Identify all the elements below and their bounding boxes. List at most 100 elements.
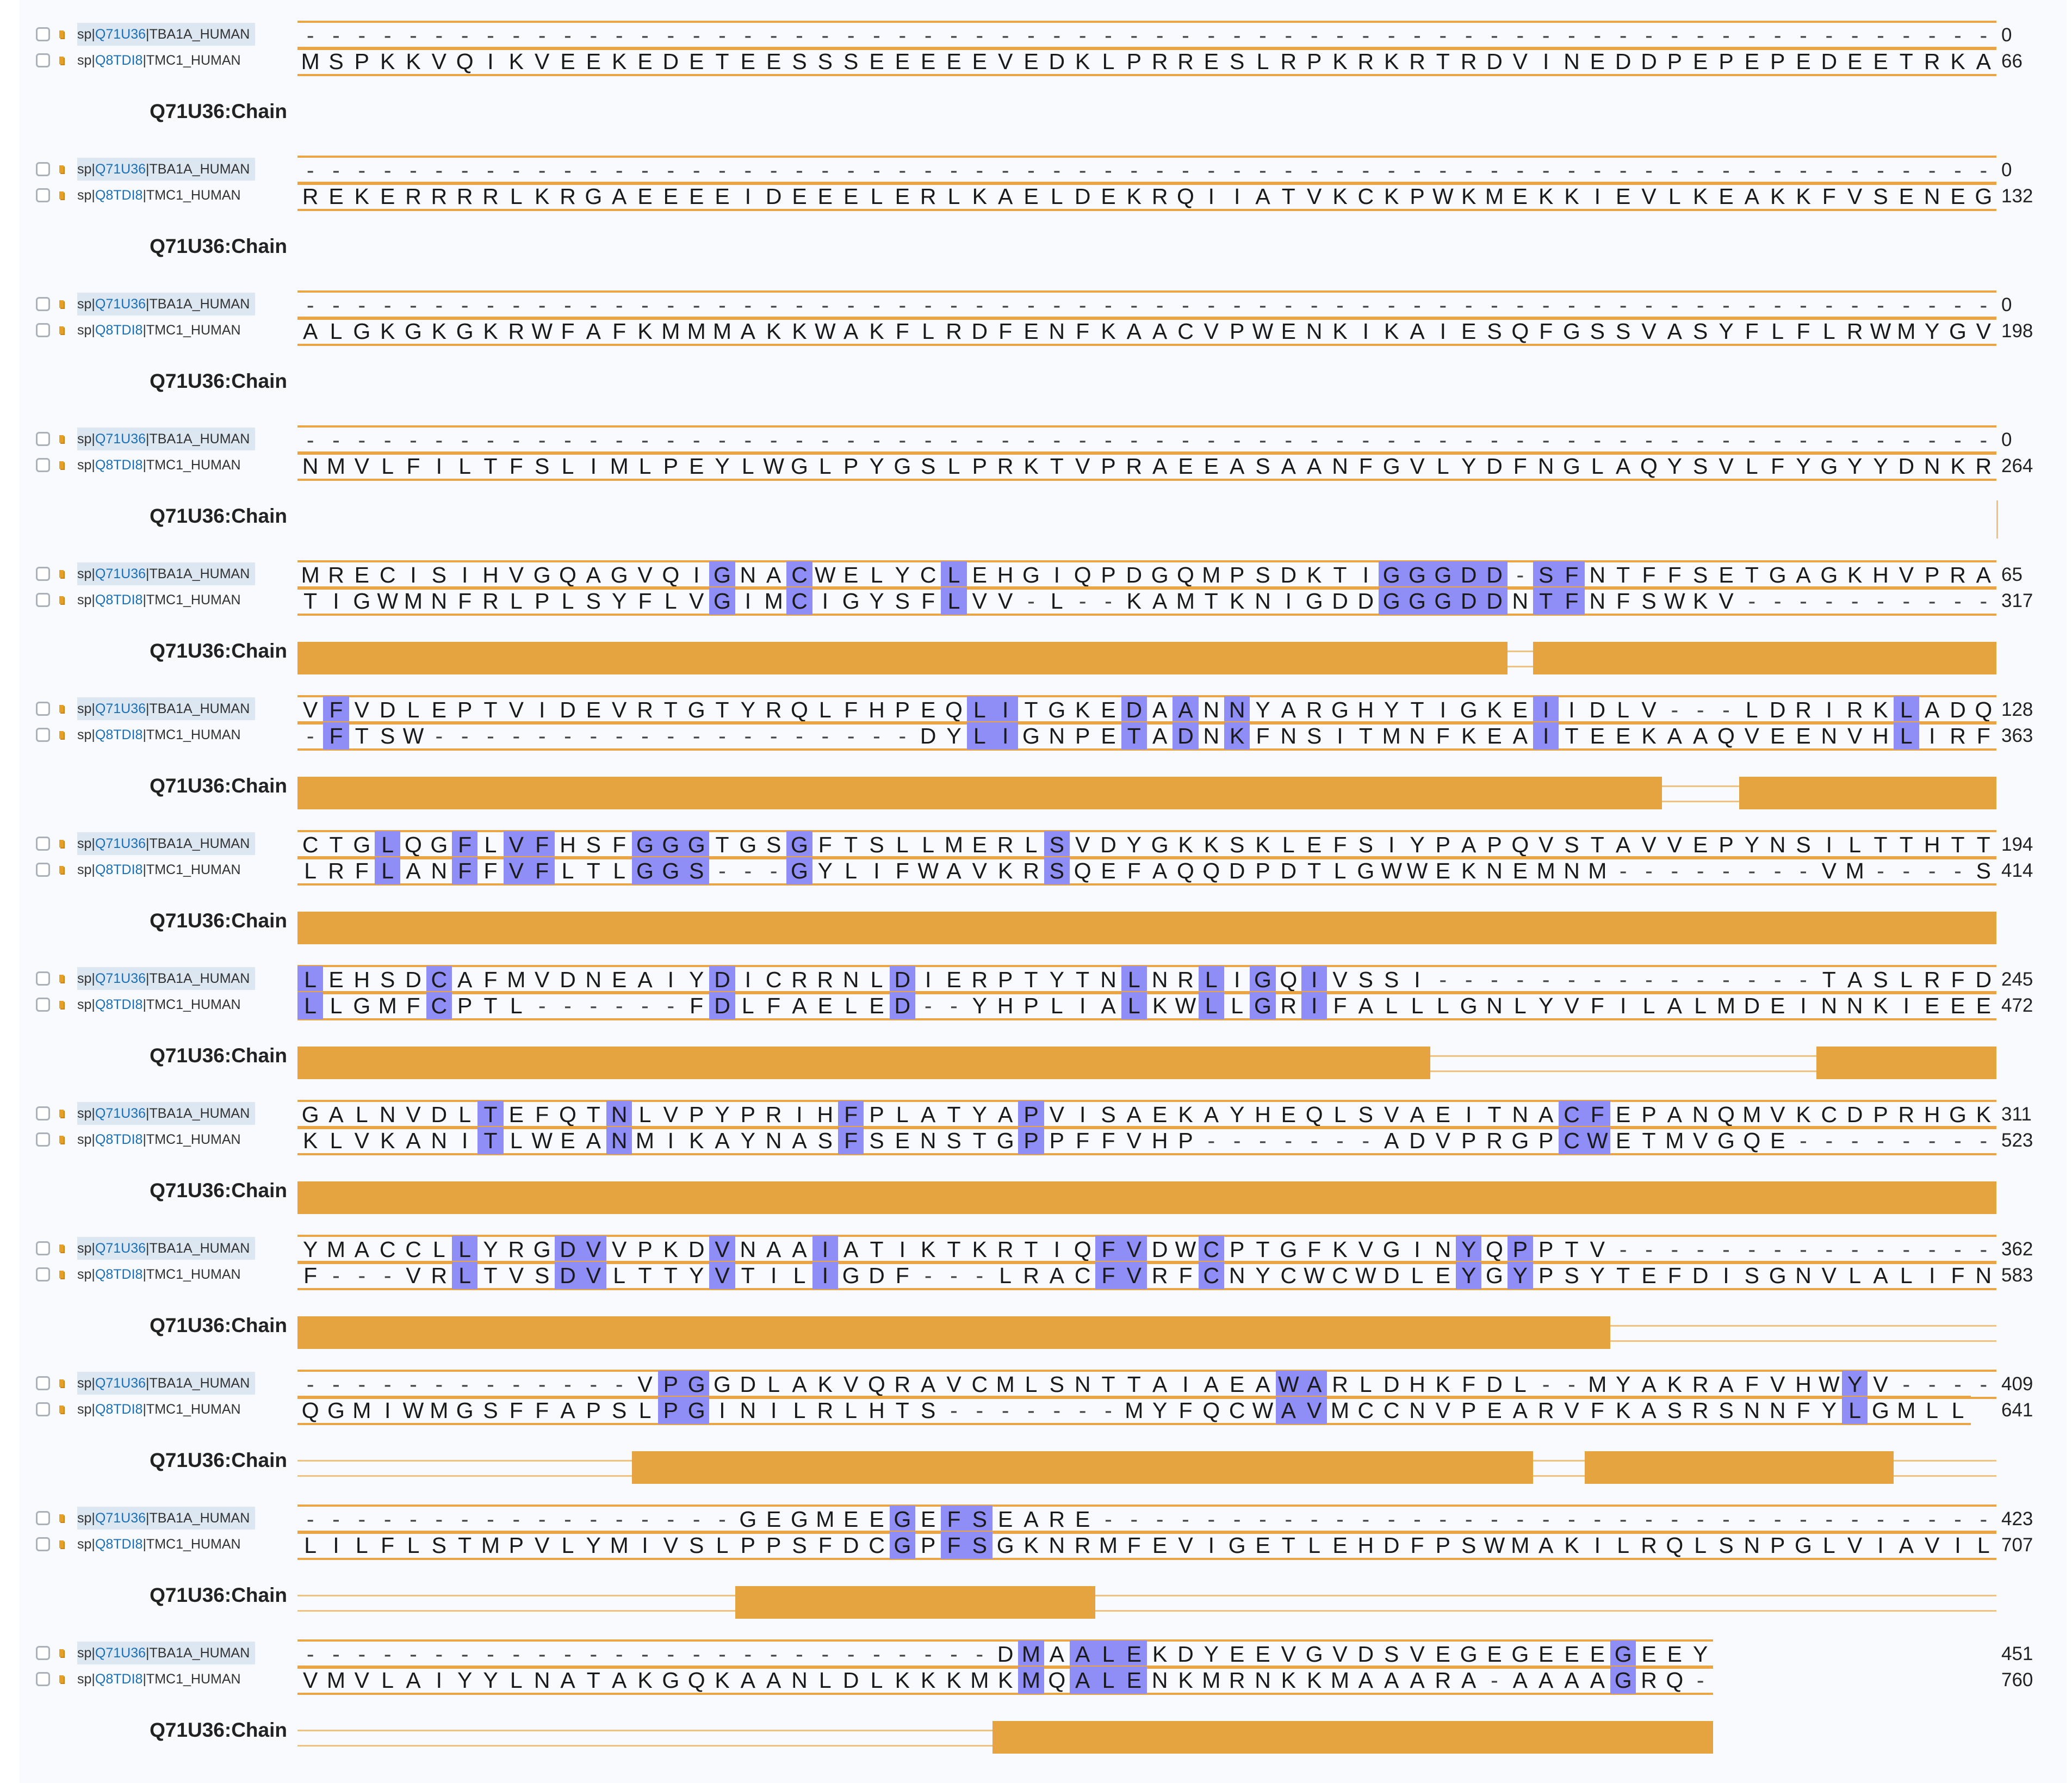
sequence-label[interactable]: sp|Q71U36|TBA1A_HUMAN bbox=[77, 428, 256, 450]
sequence-accession-link[interactable]: Q71U36 bbox=[95, 971, 146, 986]
sequence-accession-link[interactable]: Q8TDI8 bbox=[95, 457, 143, 473]
select-sequence-checkbox-q71u36[interactable] bbox=[36, 837, 50, 851]
sequence-label[interactable]: sp|Q71U36|TBA1A_HUMAN bbox=[77, 1507, 256, 1530]
chain-feature-bar[interactable] bbox=[1739, 777, 1996, 809]
select-sequence-checkbox-q8tdi8[interactable] bbox=[36, 53, 50, 67]
sequence-accession-link[interactable]: Q71U36 bbox=[95, 431, 146, 447]
select-sequence-checkbox-q8tdi8[interactable] bbox=[36, 998, 50, 1012]
sequence-label[interactable]: sp|Q71U36|TBA1A_HUMAN bbox=[77, 562, 256, 585]
residue: L bbox=[1900, 1263, 1913, 1288]
select-sequence-checkbox-q71u36[interactable] bbox=[36, 1376, 50, 1390]
sequence-label[interactable]: sp|Q8TDI8|TMC1_HUMAN bbox=[77, 993, 241, 1016]
select-sequence-checkbox-q71u36[interactable] bbox=[36, 27, 50, 41]
select-sequence-checkbox-q8tdi8[interactable] bbox=[36, 863, 50, 877]
select-sequence-checkbox-q71u36[interactable] bbox=[36, 971, 50, 986]
select-sequence-checkbox-q8tdi8[interactable] bbox=[36, 188, 50, 202]
gap-residue: - bbox=[1491, 428, 1498, 453]
select-sequence-checkbox-q71u36[interactable] bbox=[36, 1646, 50, 1660]
chain-feature-bar[interactable] bbox=[735, 1586, 1096, 1619]
select-sequence-checkbox-q71u36[interactable] bbox=[36, 1241, 50, 1255]
sequence-label[interactable]: sp|Q8TDI8|TMC1_HUMAN bbox=[77, 319, 241, 342]
residue: M bbox=[301, 562, 320, 587]
select-sequence-checkbox-q71u36[interactable] bbox=[36, 567, 50, 581]
select-sequence-checkbox-q8tdi8[interactable] bbox=[36, 728, 50, 742]
sequence-label[interactable]: sp|Q8TDI8|TMC1_HUMAN bbox=[77, 1668, 241, 1691]
sequence-label[interactable]: sp|Q71U36|TBA1A_HUMAN bbox=[77, 967, 256, 990]
sequence-label[interactable]: sp|Q8TDI8|TMC1_HUMAN bbox=[77, 184, 241, 207]
sequence-label[interactable]: sp|Q71U36|TBA1A_HUMAN bbox=[77, 1372, 256, 1395]
chain-feature-bar[interactable] bbox=[1533, 642, 1996, 674]
sequence-label[interactable]: sp|Q8TDI8|TMC1_HUMAN bbox=[77, 589, 241, 611]
sequence-accession-link[interactable]: Q8TDI8 bbox=[95, 323, 143, 338]
sequence-label[interactable]: sp|Q71U36|TBA1A_HUMAN bbox=[77, 832, 256, 855]
sequence-accession-link[interactable]: Q71U36 bbox=[95, 836, 146, 851]
sequence-accession-link[interactable]: Q8TDI8 bbox=[95, 592, 143, 608]
sequence-label[interactable]: sp|Q8TDI8|TMC1_HUMAN bbox=[77, 454, 241, 476]
chain-feature-bar[interactable] bbox=[992, 1721, 1714, 1754]
sequence-accession-link[interactable]: Q8TDI8 bbox=[95, 53, 143, 68]
sequence-accession-link[interactable]: Q71U36 bbox=[95, 1241, 146, 1256]
sequence-label[interactable]: sp|Q71U36|TBA1A_HUMAN bbox=[77, 158, 256, 181]
sequence-label[interactable]: sp|Q71U36|TBA1A_HUMAN bbox=[77, 1102, 256, 1125]
chain-feature-bar[interactable] bbox=[297, 642, 1508, 674]
sequence-label[interactable]: sp|Q71U36|TBA1A_HUMAN bbox=[77, 697, 256, 720]
select-sequence-checkbox-q8tdi8[interactable] bbox=[36, 458, 50, 472]
select-sequence-checkbox-q8tdi8[interactable] bbox=[36, 593, 50, 607]
chain-feature-bar[interactable] bbox=[1584, 1451, 1894, 1484]
residue: E bbox=[1770, 993, 1785, 1018]
select-sequence-checkbox-q71u36[interactable] bbox=[36, 702, 50, 716]
select-sequence-checkbox-q71u36[interactable] bbox=[36, 297, 50, 311]
sequence-accession-link[interactable]: Q71U36 bbox=[95, 296, 146, 312]
residue: N bbox=[842, 967, 859, 992]
residue: L bbox=[432, 1237, 445, 1262]
sequence-accession-link[interactable]: Q8TDI8 bbox=[95, 1671, 143, 1687]
sequence-accession-link[interactable]: Q8TDI8 bbox=[95, 188, 143, 203]
select-sequence-checkbox-q71u36[interactable] bbox=[36, 1511, 50, 1525]
sequence-label[interactable]: sp|Q8TDI8|TMC1_HUMAN bbox=[77, 858, 241, 881]
select-sequence-checkbox-q71u36[interactable] bbox=[36, 432, 50, 446]
chain-feature-bar[interactable] bbox=[297, 1316, 1610, 1349]
chain-feature-bar[interactable] bbox=[632, 1451, 1533, 1484]
sequence-accession-link[interactable]: Q8TDI8 bbox=[95, 1132, 143, 1147]
sequence-accession-link[interactable]: Q71U36 bbox=[95, 701, 146, 716]
sequence-accession-link[interactable]: Q71U36 bbox=[95, 162, 146, 177]
select-sequence-checkbox-q8tdi8[interactable] bbox=[36, 1402, 50, 1416]
gap-residue: - bbox=[1207, 23, 1215, 48]
select-sequence-checkbox-q71u36[interactable] bbox=[36, 1106, 50, 1120]
residue: L bbox=[510, 184, 523, 209]
sequence-label[interactable]: sp|Q71U36|TBA1A_HUMAN bbox=[77, 1642, 256, 1664]
sequence-accession-link[interactable]: Q8TDI8 bbox=[95, 997, 143, 1012]
sequence-accession-link[interactable]: Q71U36 bbox=[95, 1106, 146, 1121]
sequence-accession-link[interactable]: Q8TDI8 bbox=[95, 1402, 143, 1417]
sequence-label[interactable]: sp|Q8TDI8|TMC1_HUMAN bbox=[77, 49, 241, 72]
sequence-accession-link[interactable]: Q8TDI8 bbox=[95, 862, 143, 877]
sequence-label[interactable]: sp|Q71U36|TBA1A_HUMAN bbox=[77, 23, 256, 46]
chain-feature-bar[interactable] bbox=[297, 1047, 1430, 1079]
select-sequence-checkbox-q8tdi8[interactable] bbox=[36, 1672, 50, 1686]
sequence-label[interactable]: sp|Q8TDI8|TMC1_HUMAN bbox=[77, 1398, 241, 1421]
sequence-accession-link[interactable]: Q8TDI8 bbox=[95, 727, 143, 742]
sequence-accession-link[interactable]: Q8TDI8 bbox=[95, 1267, 143, 1282]
sequence-accession-link[interactable]: Q71U36 bbox=[95, 1510, 146, 1526]
sequence-accession-link[interactable]: Q71U36 bbox=[95, 1376, 146, 1391]
sequence-label[interactable]: sp|Q8TDI8|TMC1_HUMAN bbox=[77, 723, 241, 746]
sequence-accession-link[interactable]: Q71U36 bbox=[95, 566, 146, 581]
sequence-accession-link[interactable]: Q8TDI8 bbox=[95, 1537, 143, 1552]
chain-feature-bar[interactable] bbox=[297, 912, 1996, 944]
select-sequence-checkbox-q8tdi8[interactable] bbox=[36, 1267, 50, 1281]
sequence-label[interactable]: sp|Q8TDI8|TMC1_HUMAN bbox=[77, 1263, 241, 1286]
sequence-label[interactable]: sp|Q8TDI8|TMC1_HUMAN bbox=[77, 1128, 241, 1151]
select-sequence-checkbox-q8tdi8[interactable] bbox=[36, 323, 50, 337]
select-sequence-checkbox-q71u36[interactable] bbox=[36, 162, 50, 176]
sequence-label[interactable]: sp|Q71U36|TBA1A_HUMAN bbox=[77, 1237, 256, 1260]
chain-feature-bar[interactable] bbox=[1816, 1047, 1996, 1079]
sequence-db-prefix: sp| bbox=[77, 836, 95, 851]
sequence-accession-link[interactable]: Q71U36 bbox=[95, 27, 146, 42]
sequence-label[interactable]: sp|Q8TDI8|TMC1_HUMAN bbox=[77, 1533, 241, 1556]
chain-feature-bar[interactable] bbox=[297, 1181, 1996, 1214]
sequence-label[interactable]: sp|Q71U36|TBA1A_HUMAN bbox=[77, 293, 256, 315]
chain-feature-bar[interactable] bbox=[297, 777, 1662, 809]
sequence-accession-link[interactable]: Q71U36 bbox=[95, 1645, 146, 1661]
select-sequence-checkbox-q8tdi8[interactable] bbox=[36, 1537, 50, 1551]
select-sequence-checkbox-q8tdi8[interactable] bbox=[36, 1132, 50, 1147]
